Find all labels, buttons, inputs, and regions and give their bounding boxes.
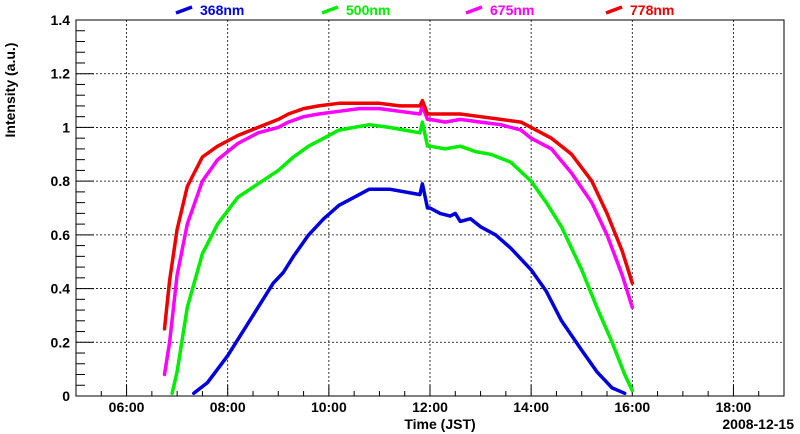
ticks-layer: 06:00 08:00 10:00 12:00 14:00 16:00 18:00 0 0.2 0… — [51, 12, 785, 415]
series-line-778nm — [162, 98, 635, 331]
series-line-368nm — [192, 182, 627, 396]
series-line-500nm — [170, 120, 635, 396]
legend-swatch-500nm — [321, 5, 339, 15]
y-tick-label: 1 — [62, 119, 70, 135]
x-axis-title: Time (JST) — [404, 416, 475, 432]
series-line-675nm — [162, 104, 635, 377]
y-tick-label: 0 — [62, 388, 70, 404]
x-tick-label: 14:00 — [513, 399, 549, 415]
y-tick-label: 1.2 — [51, 66, 71, 82]
y-tick-label: 0.4 — [51, 281, 71, 297]
legend-label-675nm: 675nm — [490, 2, 534, 18]
y-tick-label: 1.4 — [51, 12, 71, 28]
x-tick-label: 18:00 — [716, 399, 752, 415]
legend-label-368nm: 368nm — [200, 2, 244, 18]
date-label: 2008-12-15 — [722, 416, 794, 432]
x-tick-label: 12:00 — [412, 399, 448, 415]
x-tick-label: 06:00 — [109, 399, 145, 415]
legend-swatch-368nm — [175, 5, 193, 15]
y-tick-label: 0.6 — [51, 227, 71, 243]
y-axis-title: Intensity (a.u.) — [2, 43, 18, 138]
x-tick-label: 08:00 — [210, 399, 246, 415]
series-layer — [162, 98, 635, 396]
legend-swatch-778nm — [605, 5, 623, 15]
x-tick-label: 10:00 — [311, 399, 347, 415]
legend-swatch-675nm — [465, 5, 483, 15]
y-tick-label: 0.8 — [51, 173, 71, 189]
x-tick-label: 16:00 — [614, 399, 650, 415]
legend-label-500nm: 500nm — [346, 2, 390, 18]
y-tick-label: 0.2 — [51, 334, 71, 350]
legend-label-778nm: 778nm — [630, 2, 674, 18]
legend: 368nm 500nm 675nm 778nm — [175, 2, 674, 18]
